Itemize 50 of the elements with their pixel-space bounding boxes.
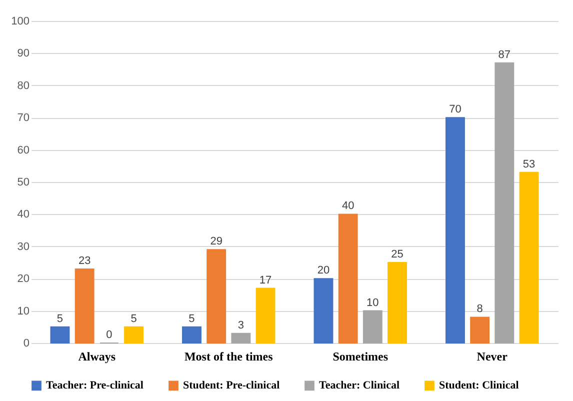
bar <box>519 172 539 344</box>
bar <box>314 278 334 344</box>
data-label: 10 <box>366 296 379 309</box>
bar <box>256 288 276 344</box>
y-tick-label: 80 <box>17 80 30 92</box>
y-tick-label: 50 <box>17 176 30 188</box>
y-tick-label: 10 <box>17 305 30 318</box>
data-label: 0 <box>106 329 112 341</box>
data-label: 23 <box>78 254 91 267</box>
legend-label: Teacher: Pre-clinical <box>46 380 144 392</box>
data-label: 53 <box>522 158 536 170</box>
y-tick-label: 100 <box>11 16 30 28</box>
bar <box>446 117 465 344</box>
y-tick-label: 40 <box>17 208 30 221</box>
bar <box>494 62 514 344</box>
legend-label: Student: Pre-clinical <box>183 380 280 392</box>
x-tick-label: Sometimes <box>332 350 388 364</box>
y-tick-label: 60 <box>17 144 30 156</box>
bar <box>362 310 382 344</box>
data-label: 25 <box>391 248 404 260</box>
bar <box>206 249 226 344</box>
legend-label: Student: Clinical <box>439 380 519 392</box>
x-tick-label: Never <box>476 350 508 364</box>
y-tick-label: 20 <box>17 273 30 286</box>
bar <box>231 332 251 344</box>
data-label: 29 <box>210 236 222 248</box>
bar <box>124 326 144 344</box>
bar <box>338 214 358 344</box>
data-label: 20 <box>317 264 330 277</box>
bar <box>182 326 202 344</box>
data-label: 8 <box>476 303 483 316</box>
data-label: 17 <box>259 274 272 286</box>
bar <box>50 326 70 344</box>
data-label: 3 <box>238 319 244 332</box>
y-tick-label: 90 <box>17 48 30 60</box>
data-label: 70 <box>449 104 462 116</box>
bar <box>74 268 94 344</box>
data-label: 87 <box>498 48 511 61</box>
x-tick-label: Always <box>78 350 116 364</box>
data-label: 5 <box>130 312 137 325</box>
legend-label: Teacher: Clinical <box>319 380 400 392</box>
data-label: 5 <box>56 312 64 325</box>
y-tick-label: 0 <box>23 338 30 350</box>
data-label: 40 <box>342 200 354 212</box>
x-tick-label: Most of the times <box>184 350 274 364</box>
bar <box>388 262 407 344</box>
y-tick-label: 30 <box>17 240 30 253</box>
bar <box>470 316 490 344</box>
y-tick-label: 70 <box>17 112 30 124</box>
data-label: 5 <box>188 312 195 325</box>
